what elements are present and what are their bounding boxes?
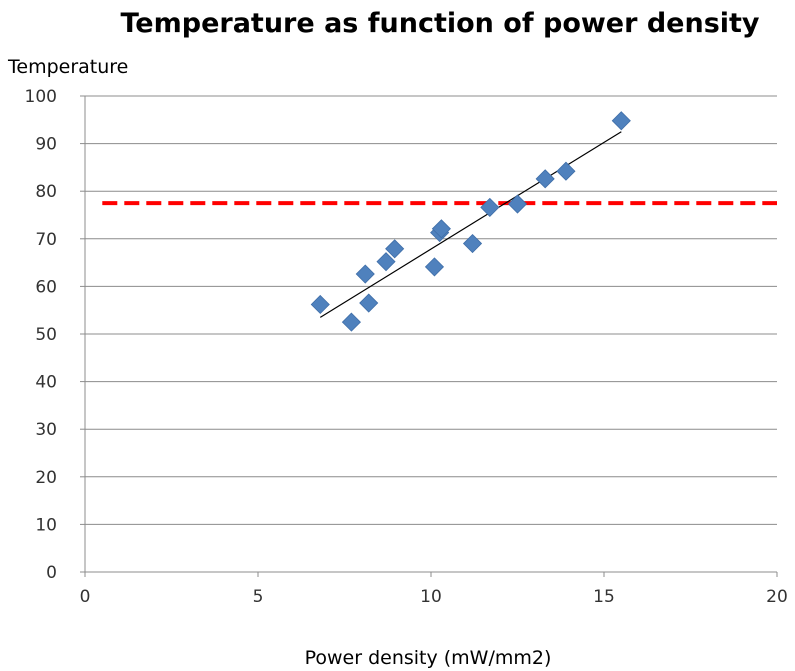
- data-point: [535, 169, 555, 189]
- data-point: [376, 252, 396, 272]
- data-point: [385, 239, 405, 259]
- x-tick-label: 10: [420, 587, 442, 607]
- data-point: [359, 293, 379, 313]
- y-tick-label: 30: [35, 420, 57, 440]
- y-tick-label: 80: [35, 182, 57, 202]
- y-tick-label: 90: [35, 135, 57, 155]
- y-tick-label: 40: [35, 373, 57, 393]
- y-tick-label: 70: [35, 230, 57, 250]
- y-tick-label: 60: [35, 277, 57, 297]
- x-tick-label: 20: [766, 587, 788, 607]
- gridlines: [85, 95, 777, 525]
- y-axis-title: Temperature: [7, 56, 128, 78]
- data-point: [507, 194, 528, 214]
- data-point: [611, 111, 631, 131]
- x-tick-label: 15: [593, 587, 615, 607]
- x-tick-label: 0: [80, 587, 91, 607]
- y-tick-label: 10: [35, 515, 57, 535]
- x-tick-label: 5: [253, 587, 264, 607]
- data-point: [431, 219, 451, 239]
- data-points: [310, 111, 631, 332]
- trendline: [319, 131, 622, 318]
- data-point: [556, 161, 576, 181]
- data-point: [462, 233, 483, 254]
- y-tick-label: 100: [25, 87, 57, 107]
- x-tick-labels: 0 5 10 15 20: [80, 587, 788, 607]
- data-point: [310, 294, 330, 315]
- y-tick-label: 20: [35, 468, 57, 488]
- data-point: [355, 264, 375, 284]
- y-tick-label: 0: [46, 563, 57, 583]
- data-point: [480, 197, 500, 217]
- trendline-group: [319, 131, 622, 318]
- x-axis-title: Power density (mW/mm2): [305, 647, 552, 669]
- data-point: [424, 257, 445, 277]
- data-point: [341, 312, 361, 332]
- axes: [80, 95, 778, 577]
- y-tick-label: 50: [35, 325, 57, 345]
- y-tick-labels: 0 10 20 30 40 50 60 70 80 90 100: [25, 87, 57, 583]
- chart-title: Temperature as function of power density: [120, 8, 759, 39]
